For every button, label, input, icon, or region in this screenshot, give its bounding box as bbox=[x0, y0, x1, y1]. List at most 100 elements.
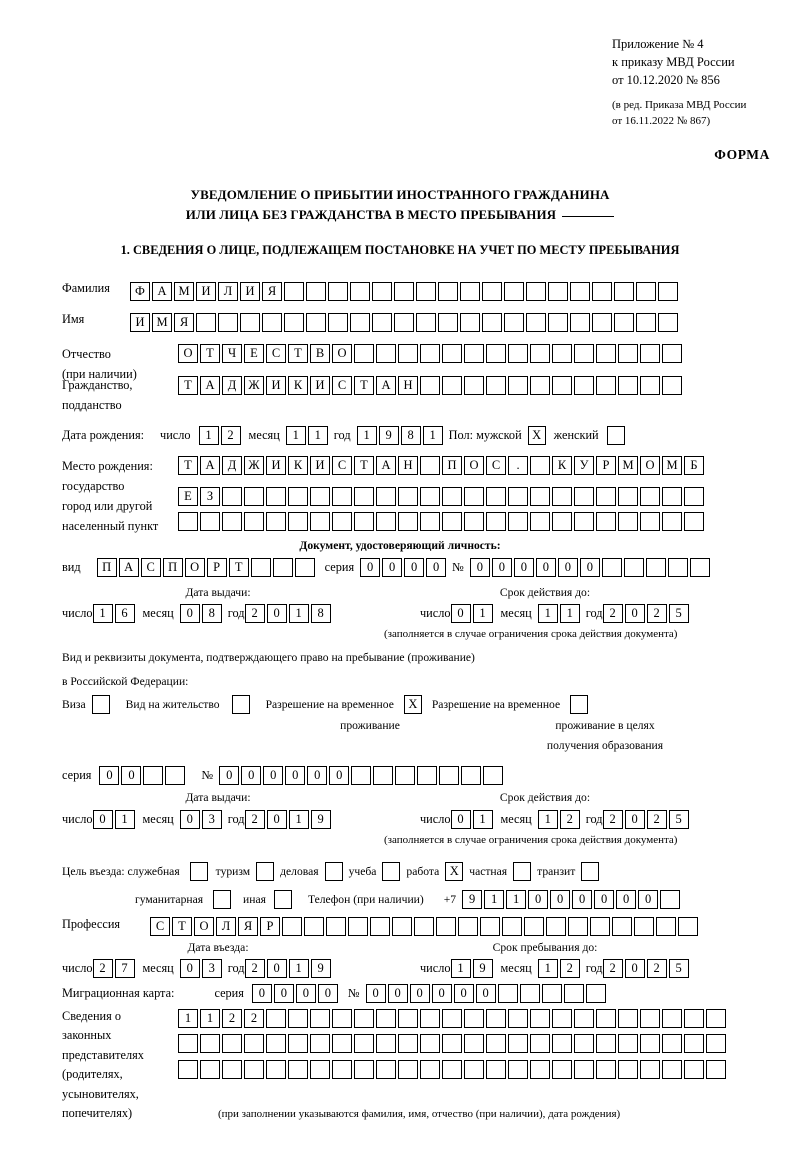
form-cell[interactable] bbox=[420, 1009, 440, 1028]
form-cell[interactable] bbox=[376, 512, 396, 531]
form-cell[interactable]: 0 bbox=[387, 984, 408, 1003]
form-cell[interactable] bbox=[486, 1034, 506, 1053]
form-cell[interactable]: М bbox=[662, 456, 682, 475]
form-cell[interactable]: 0 bbox=[329, 766, 350, 785]
form-cell[interactable] bbox=[416, 282, 436, 301]
form-cell[interactable]: 2 bbox=[244, 810, 265, 829]
form-cell[interactable] bbox=[596, 1060, 616, 1079]
form-cell[interactable] bbox=[636, 313, 656, 332]
form-cell[interactable] bbox=[442, 376, 462, 395]
form-cell[interactable] bbox=[508, 487, 528, 506]
form-cell[interactable]: 0 bbox=[382, 558, 403, 577]
form-cell[interactable]: 0 bbox=[426, 558, 447, 577]
form-cell[interactable]: И bbox=[310, 376, 330, 395]
form-cell[interactable] bbox=[601, 558, 622, 577]
form-cell[interactable] bbox=[596, 376, 616, 395]
form-cell[interactable] bbox=[568, 917, 588, 936]
form-cell[interactable] bbox=[354, 512, 374, 531]
form-cell[interactable]: 0 bbox=[365, 984, 386, 1003]
form-cell[interactable] bbox=[244, 1060, 264, 1079]
form-cell[interactable]: У bbox=[574, 456, 594, 475]
form-cell[interactable]: 0 bbox=[616, 890, 637, 909]
form-cell[interactable]: О bbox=[464, 456, 484, 475]
form-cell[interactable]: 0 bbox=[557, 558, 578, 577]
form-cell[interactable] bbox=[354, 487, 374, 506]
form-cell[interactable] bbox=[548, 313, 568, 332]
form-cell[interactable] bbox=[640, 487, 660, 506]
form-cell[interactable] bbox=[574, 487, 594, 506]
form-cell[interactable] bbox=[574, 1060, 594, 1079]
sex-male-checkbox[interactable]: X bbox=[527, 426, 546, 445]
form-cell[interactable]: 0 bbox=[404, 558, 425, 577]
form-cell[interactable] bbox=[645, 558, 666, 577]
form-cell[interactable] bbox=[585, 984, 606, 1003]
form-cell[interactable] bbox=[508, 376, 528, 395]
form-cell[interactable]: О bbox=[332, 344, 352, 363]
form-cell[interactable] bbox=[460, 313, 480, 332]
form-cell[interactable] bbox=[618, 344, 638, 363]
form-cell[interactable] bbox=[618, 1060, 638, 1079]
form-cell[interactable]: 0 bbox=[266, 959, 287, 978]
form-cell[interactable]: 2 bbox=[244, 1009, 264, 1028]
form-cell[interactable] bbox=[524, 917, 544, 936]
form-cell[interactable] bbox=[282, 917, 302, 936]
form-cell[interactable]: 0 bbox=[579, 558, 600, 577]
form-cell[interactable] bbox=[684, 512, 704, 531]
form-cell[interactable]: 2 bbox=[646, 810, 667, 829]
form-cell[interactable] bbox=[546, 917, 566, 936]
purpose-tourism-checkbox[interactable] bbox=[256, 862, 275, 881]
form-cell[interactable]: И bbox=[266, 376, 286, 395]
form-cell[interactable] bbox=[486, 1060, 506, 1079]
form-cell[interactable]: А bbox=[376, 456, 396, 475]
form-cell[interactable]: К bbox=[552, 456, 572, 475]
form-cell[interactable] bbox=[596, 344, 616, 363]
form-cell[interactable]: 0 bbox=[219, 766, 240, 785]
form-cell[interactable]: Я bbox=[262, 282, 282, 301]
form-cell[interactable]: Т bbox=[172, 917, 192, 936]
form-cell[interactable] bbox=[332, 1034, 352, 1053]
form-cell[interactable]: 0 bbox=[450, 810, 471, 829]
form-cell[interactable] bbox=[552, 1034, 572, 1053]
form-cell[interactable]: 7 bbox=[114, 959, 135, 978]
form-cell[interactable] bbox=[623, 558, 644, 577]
form-cell[interactable]: Ж bbox=[244, 456, 264, 475]
form-cell[interactable] bbox=[662, 376, 682, 395]
form-cell[interactable]: М bbox=[618, 456, 638, 475]
form-cell[interactable] bbox=[370, 917, 390, 936]
form-cell[interactable] bbox=[640, 376, 660, 395]
form-cell[interactable]: П bbox=[162, 558, 183, 577]
form-cell[interactable] bbox=[178, 512, 198, 531]
form-cell[interactable]: Т bbox=[228, 558, 249, 577]
form-cell[interactable] bbox=[464, 487, 484, 506]
form-cell[interactable]: С bbox=[332, 376, 352, 395]
form-cell[interactable]: 3 bbox=[201, 810, 222, 829]
form-cell[interactable] bbox=[262, 313, 282, 332]
form-cell[interactable]: Т bbox=[200, 344, 220, 363]
form-cell[interactable] bbox=[328, 282, 348, 301]
form-cell[interactable]: П bbox=[442, 456, 462, 475]
form-cell[interactable]: 1 bbox=[356, 426, 377, 445]
form-cell[interactable] bbox=[706, 1009, 726, 1028]
form-cell[interactable] bbox=[530, 487, 550, 506]
form-cell[interactable]: 0 bbox=[179, 810, 200, 829]
form-cell[interactable]: 0 bbox=[266, 810, 287, 829]
form-cell[interactable] bbox=[332, 487, 352, 506]
form-cell[interactable] bbox=[392, 917, 412, 936]
form-cell[interactable] bbox=[678, 917, 698, 936]
form-cell[interactable] bbox=[592, 313, 612, 332]
form-cell[interactable] bbox=[530, 344, 550, 363]
form-cell[interactable] bbox=[662, 1009, 682, 1028]
form-cell[interactable] bbox=[178, 1034, 198, 1053]
form-cell[interactable] bbox=[398, 1060, 418, 1079]
form-cell[interactable] bbox=[222, 487, 242, 506]
form-cell[interactable]: 1 bbox=[288, 959, 309, 978]
form-cell[interactable]: 0 bbox=[491, 558, 512, 577]
form-cell[interactable]: О bbox=[178, 344, 198, 363]
form-cell[interactable]: Б bbox=[684, 456, 704, 475]
form-cell[interactable] bbox=[486, 487, 506, 506]
